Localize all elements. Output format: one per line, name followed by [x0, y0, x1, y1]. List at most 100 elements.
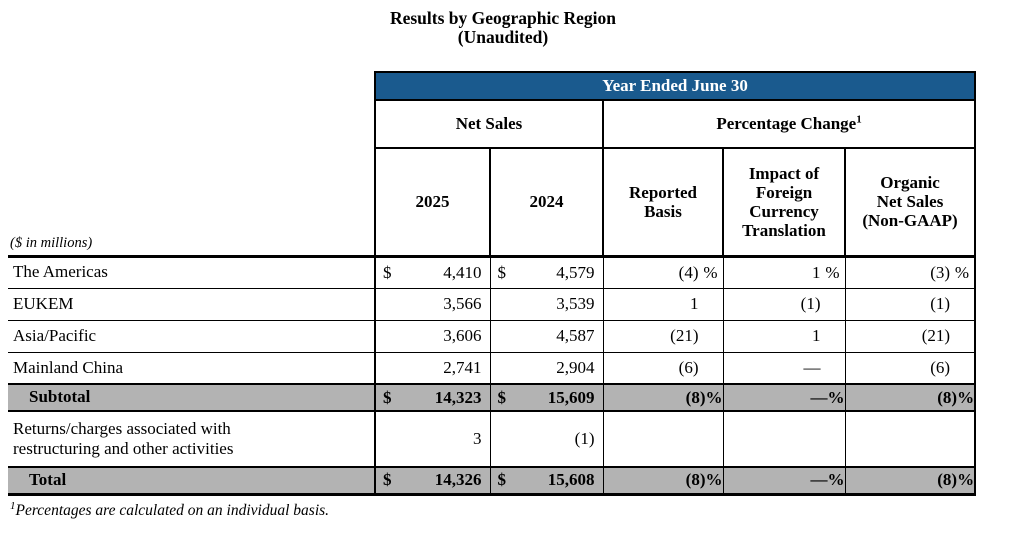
cell-value: 4,579	[556, 262, 595, 282]
banner-row: ($ in millions) Year Ended June 30	[8, 71, 977, 258]
cell-net-sales-2025: 3	[374, 410, 491, 468]
cell-organic-net-sales: (3)%	[844, 255, 977, 289]
cell-value: (3)	[930, 262, 951, 282]
cell-value: (1)	[930, 294, 951, 313]
cell-net-sales-2025: 3,566	[374, 287, 491, 321]
cell-reported-basis	[602, 410, 724, 468]
cell-value: 2,741	[443, 357, 482, 377]
cell-net-sales-2024: $4,579	[489, 255, 604, 289]
page-title-line1: Results by Geographic Region	[389, 8, 617, 28]
cell-value: 15,609	[547, 387, 595, 407]
cell-reported-basis: (4)%	[602, 255, 724, 289]
results-table: ($ in millions) Year Ended June 30 Net S…	[8, 71, 977, 496]
percent-sign: %	[705, 387, 723, 407]
cell-value: (4)	[678, 262, 699, 282]
cell-value: 14,326	[434, 470, 482, 490]
cell-organic-net-sales	[844, 410, 977, 468]
table-row-total: Total $14,326 $15,608 (8)% —% (8)%	[8, 466, 977, 496]
cell-value: 1	[812, 326, 821, 345]
cell-net-sales-2025: $4,410	[374, 255, 491, 289]
cell-net-sales-2024: $15,608	[489, 466, 604, 496]
percent-sign: %	[703, 262, 718, 282]
cell-net-sales-2025: 3,606	[374, 319, 491, 353]
row-label: Subtotal	[8, 383, 375, 412]
col-header-fx-impact: Impact of Foreign Currency Translation	[722, 147, 846, 258]
table-row-asia-pacific: Asia/Pacific 3,606 4,587 (21) 1 (21)	[8, 319, 977, 353]
row-label: Total	[8, 466, 375, 496]
cell-net-sales-2025: 2,741	[374, 351, 491, 385]
cell-value: 1	[690, 294, 699, 313]
cell-value: 3,539	[556, 294, 595, 313]
col-header-2025: 2025	[374, 147, 491, 258]
column-header-row: 2025 2024 Reported Basis Impact of Forei…	[8, 147, 977, 258]
percent-sign: %	[957, 470, 975, 490]
cell-net-sales-2024: (1)	[489, 410, 604, 468]
footnote: 1Percentages are calculated on an indivi…	[8, 500, 1018, 520]
cell-fx-impact: —%	[722, 466, 846, 496]
cell-value: 2,904	[556, 357, 595, 377]
group-percentage-change-label: Percentage Change	[716, 114, 857, 133]
currency-symbol: $	[497, 470, 507, 490]
cell-net-sales-2024: 4,587	[489, 319, 604, 353]
cell-value: 14,323	[434, 387, 482, 407]
cell-value: —	[803, 357, 821, 377]
row-label: Returns/charges associated with restruct…	[8, 410, 375, 468]
cell-organic-net-sales: (1)	[844, 287, 977, 321]
cell-organic-net-sales: (21)	[844, 319, 977, 353]
banner-year-ended: Year Ended June 30	[373, 71, 977, 101]
percent-sign: %	[827, 387, 845, 407]
units-note: ($ in millions)	[10, 234, 93, 251]
currency-symbol: $	[497, 387, 507, 407]
percent-sign: %	[825, 262, 840, 282]
cell-fx-impact: 1	[722, 319, 846, 353]
cell-value: (1)	[800, 294, 821, 313]
percent-sign: %	[827, 470, 845, 490]
cell-net-sales-2024: 2,904	[489, 351, 604, 385]
cell-organic-net-sales: (8)%	[844, 466, 977, 496]
table-row-subtotal: Subtotal $14,323 $15,609 (8)% —% (8)%	[8, 383, 977, 412]
cell-net-sales-2025: $14,323	[374, 383, 491, 412]
cell-net-sales-2024: 3,539	[489, 287, 604, 321]
row-label: Mainland China	[8, 351, 375, 385]
cell-value: 3,566	[443, 294, 482, 313]
cell-net-sales-2025: $14,326	[374, 466, 491, 496]
cell-fx-impact: (1)	[722, 287, 846, 321]
col-header-organic-net-sales: Organic Net Sales (Non-GAAP)	[843, 147, 977, 258]
cell-value: (21)	[921, 326, 951, 345]
units-note-cell: ($ in millions)	[8, 72, 375, 258]
group-percentage-change: Percentage Change1	[601, 99, 977, 149]
cell-value: (8)	[685, 387, 706, 407]
cell-reported-basis: (8)%	[602, 466, 724, 496]
cell-reported-basis: (6)	[602, 351, 724, 385]
cell-fx-impact	[722, 410, 846, 468]
currency-symbol: $	[383, 262, 392, 282]
percent-sign: %	[705, 470, 723, 490]
cell-value: (8)	[685, 470, 706, 490]
col-header-2024: 2024	[489, 147, 604, 258]
percent-sign: %	[954, 262, 970, 282]
cell-fx-impact: —%	[722, 383, 846, 412]
group-header-row: Net Sales Percentage Change1	[8, 99, 977, 149]
cell-value: 15,608	[547, 470, 595, 490]
col-header-reported-basis: Reported Basis	[602, 147, 724, 258]
cell-organic-net-sales: (6)	[844, 351, 977, 385]
page-title: Results by Geographic Region (Unaudited)	[8, 9, 998, 47]
row-label: EUKEM	[8, 287, 375, 321]
footnote-ref-icon: 1	[856, 113, 862, 126]
group-net-sales: Net Sales	[374, 99, 604, 149]
cell-value: (1)	[574, 429, 595, 448]
row-label: The Americas	[8, 255, 375, 289]
cell-value: 4,410	[443, 262, 482, 282]
cell-value: (21)	[670, 326, 699, 345]
cell-reported-basis: (8)%	[602, 383, 724, 412]
cell-fx-impact: —	[722, 351, 846, 385]
cell-value: (6)	[930, 357, 951, 377]
table-row-eukem: EUKEM 3,566 3,539 1 (1) (1)	[8, 287, 977, 321]
cell-fx-impact: 1%	[722, 255, 846, 289]
table-row-americas: The Americas $4,410 $4,579 (4)% 1% (3)%	[8, 255, 977, 289]
row-label: Asia/Pacific	[8, 319, 375, 353]
currency-symbol: $	[383, 470, 392, 490]
cell-value: (6)	[678, 357, 699, 377]
cell-value: 3	[473, 429, 482, 448]
percent-sign: %	[957, 387, 975, 407]
